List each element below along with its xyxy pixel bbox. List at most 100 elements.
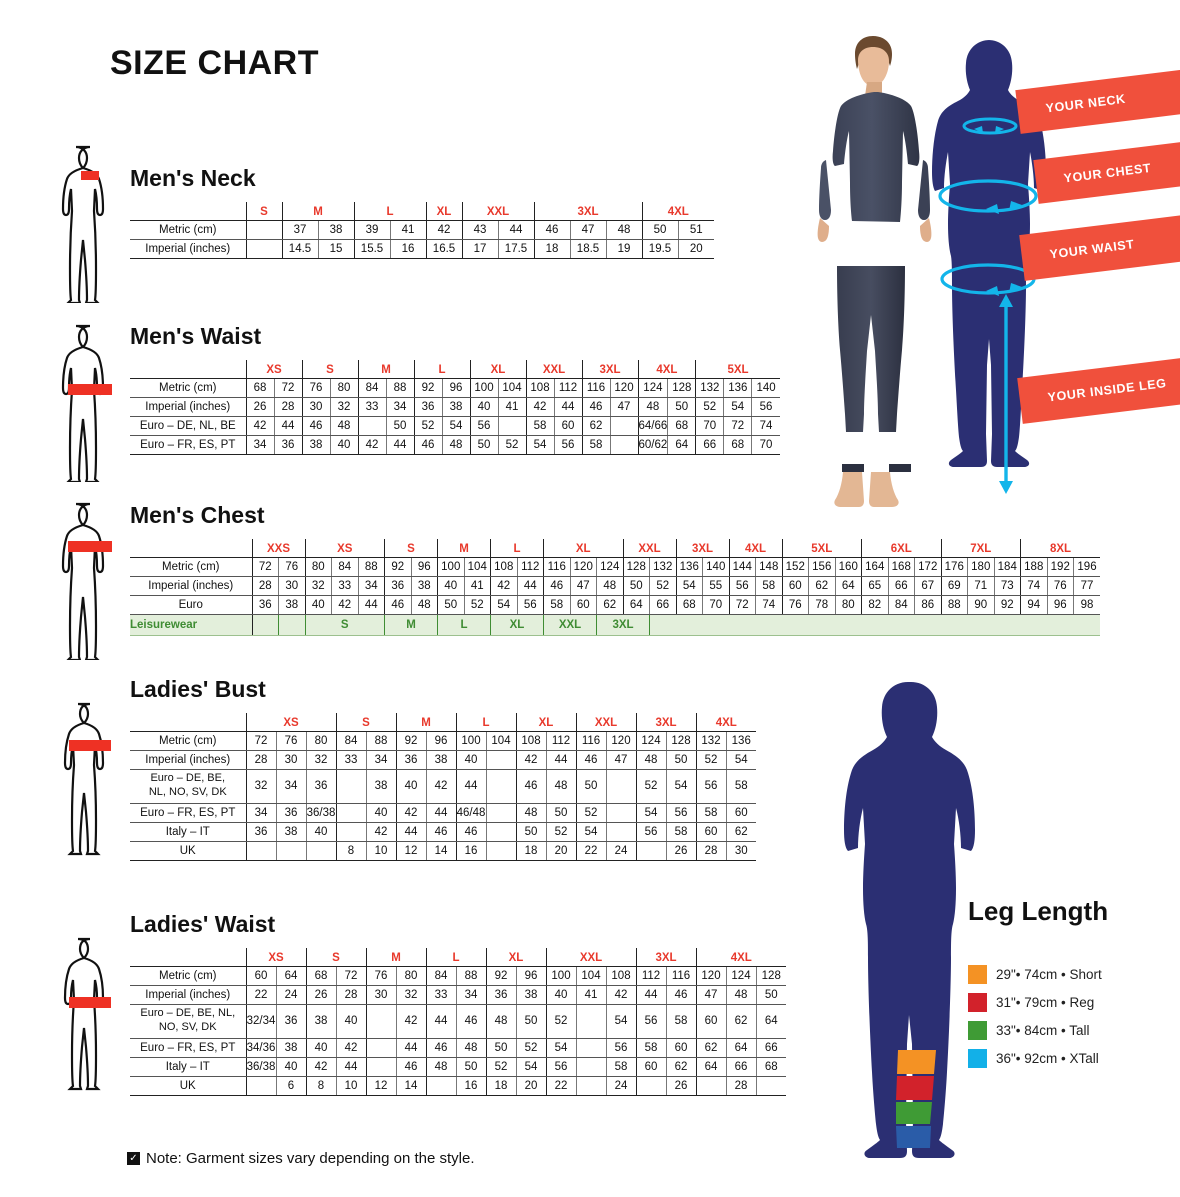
cell: 14.5 bbox=[281, 239, 318, 259]
cell: 32 bbox=[329, 397, 358, 417]
measure-silhouette bbox=[932, 40, 1046, 494]
cell: 96 bbox=[441, 378, 470, 398]
cell: 88 bbox=[940, 595, 968, 615]
cell: 48 bbox=[605, 220, 642, 240]
cell: 60 bbox=[245, 966, 276, 986]
leg-length-title: Leg Length bbox=[968, 896, 1109, 926]
cell: 58 bbox=[543, 595, 570, 615]
cell: 32/34 bbox=[245, 1004, 276, 1039]
cell: 20 bbox=[515, 1076, 546, 1096]
cell: 116 bbox=[665, 966, 696, 986]
cell: 64 bbox=[667, 435, 696, 455]
cell: 32 bbox=[245, 769, 276, 804]
size-header-xl: XL bbox=[485, 948, 546, 967]
cell: 72 bbox=[245, 731, 276, 751]
size-header-xl: XL bbox=[425, 202, 462, 221]
cell: 84 bbox=[425, 966, 456, 986]
cell: 44 bbox=[395, 822, 426, 842]
cell bbox=[335, 803, 366, 823]
cell: 8 bbox=[335, 841, 366, 861]
cell: 42 bbox=[335, 1038, 366, 1058]
cell: 44 bbox=[553, 397, 582, 417]
cell: 84 bbox=[887, 595, 915, 615]
row-label: Euro – FR, ES, PT bbox=[130, 435, 247, 455]
cell: 62 bbox=[725, 822, 756, 842]
cell: 108 bbox=[605, 966, 636, 986]
cell: 72 bbox=[728, 595, 756, 615]
cell: 76 bbox=[365, 966, 396, 986]
table-row: Euro – FR, ES, PT 34/36 38 40 42 44 46 48 50 52 54… bbox=[130, 1038, 786, 1058]
size-header-s: S bbox=[384, 539, 438, 558]
cell: 124 bbox=[725, 966, 756, 986]
cell: 54 bbox=[725, 750, 756, 770]
cell: 26 bbox=[665, 841, 696, 861]
cell: 41 bbox=[389, 220, 426, 240]
cell: 36 bbox=[275, 1004, 306, 1039]
size-header-xxl: XXL bbox=[525, 360, 582, 379]
cell: 46 bbox=[425, 822, 456, 842]
size-header-s: S bbox=[335, 713, 396, 732]
cell bbox=[335, 822, 366, 842]
cell: 42 bbox=[605, 985, 636, 1005]
section-ladies-bust: Ladies' Bust XS S M L XL XXL 3XL 4XL Metric (cm)… bbox=[130, 676, 756, 861]
size-header-xxl: XXL bbox=[622, 539, 676, 558]
cell: 112 bbox=[545, 731, 576, 751]
cell: 96 bbox=[410, 557, 438, 577]
cell: 100 bbox=[437, 557, 464, 577]
table-row: Italy – IT 36/38 40 42 44 46 48 50 52 54 56 58 60 62 6… bbox=[130, 1057, 786, 1077]
cell: 96 bbox=[1046, 595, 1074, 615]
cell: 56 bbox=[516, 595, 544, 615]
section-mens-chest: Men's Chest XXS XS S M L XL XXL 3XL 4XL 5XL 6XL 7XL… bbox=[130, 502, 1100, 636]
cell: 52 bbox=[485, 1057, 516, 1077]
table-corner bbox=[130, 360, 247, 379]
cell: 70 bbox=[702, 595, 729, 615]
cell: 42 bbox=[395, 1004, 426, 1039]
section-heading: Ladies' Bust bbox=[130, 676, 266, 702]
cell: 12 bbox=[395, 841, 426, 861]
table-row: Metric (cm) 72 76 80 84 88 92 96 100 104 108 112 116… bbox=[130, 557, 1100, 577]
cell: 72 bbox=[335, 966, 366, 986]
legend-swatch bbox=[968, 1048, 987, 1068]
legend-item: 31"• 79cm • Reg bbox=[968, 988, 1102, 1016]
cell: 46 bbox=[455, 1004, 486, 1039]
cell: 52 bbox=[695, 750, 726, 770]
cell: 120 bbox=[609, 378, 638, 398]
banner-label: YOUR INSIDE LEG bbox=[1046, 376, 1168, 405]
cell: 8 bbox=[305, 1076, 336, 1096]
table-corner bbox=[130, 948, 247, 967]
table-row: UK 6 8 10 12 14 16 18 20 22 24 26 28 bbox=[130, 1076, 786, 1096]
cell bbox=[485, 822, 516, 842]
cell: 48 bbox=[441, 435, 470, 455]
cell: 47 bbox=[569, 576, 597, 596]
table-ladies-waist: XS S M L XL XXL 3XL 4XL Metric (cm) 60 64 68 72 76 80 8… bbox=[130, 948, 786, 1096]
cell: 66 bbox=[649, 595, 676, 615]
cell: 68 bbox=[755, 1057, 786, 1077]
cell: 42 bbox=[357, 435, 386, 455]
row-label: Leisurewear bbox=[130, 614, 253, 636]
cell: 60 bbox=[635, 1057, 666, 1077]
cell: 58 bbox=[605, 1057, 636, 1077]
cell: 180 bbox=[967, 557, 994, 577]
cell: 116 bbox=[581, 378, 610, 398]
cell: 68 bbox=[723, 435, 752, 455]
size-header-7xl: 7XL bbox=[940, 539, 1021, 558]
cell: 32 bbox=[304, 576, 332, 596]
cell: 69 bbox=[940, 576, 968, 596]
cell: 68 bbox=[245, 378, 274, 398]
cell: 42 bbox=[331, 595, 358, 615]
table-row: Euro – DE, BE, NL, NO, SV, DK 32/34 36 38 40 4… bbox=[130, 1004, 786, 1039]
cell: 40 bbox=[365, 803, 396, 823]
size-header-l: L bbox=[425, 948, 486, 967]
cell: 46 bbox=[384, 595, 411, 615]
size-header-m: M bbox=[437, 539, 491, 558]
cell: 44 bbox=[335, 1057, 366, 1077]
leisurewear-cell: S bbox=[304, 614, 385, 636]
cell: 26 bbox=[305, 985, 336, 1005]
table-row: Euro – FR, ES, PT 34 36 36/38 40 42 44 46/48 48 5… bbox=[130, 803, 756, 823]
table-row: Euro – FR, ES, PT 34 36 38 40 42 44 46 48 50 52 54 5… bbox=[130, 435, 780, 455]
size-header-xl: XL bbox=[543, 539, 623, 558]
cell: 74 bbox=[755, 595, 782, 615]
cell: 41 bbox=[463, 576, 491, 596]
cell: 140 bbox=[751, 378, 780, 398]
cell: 66 bbox=[887, 576, 915, 596]
